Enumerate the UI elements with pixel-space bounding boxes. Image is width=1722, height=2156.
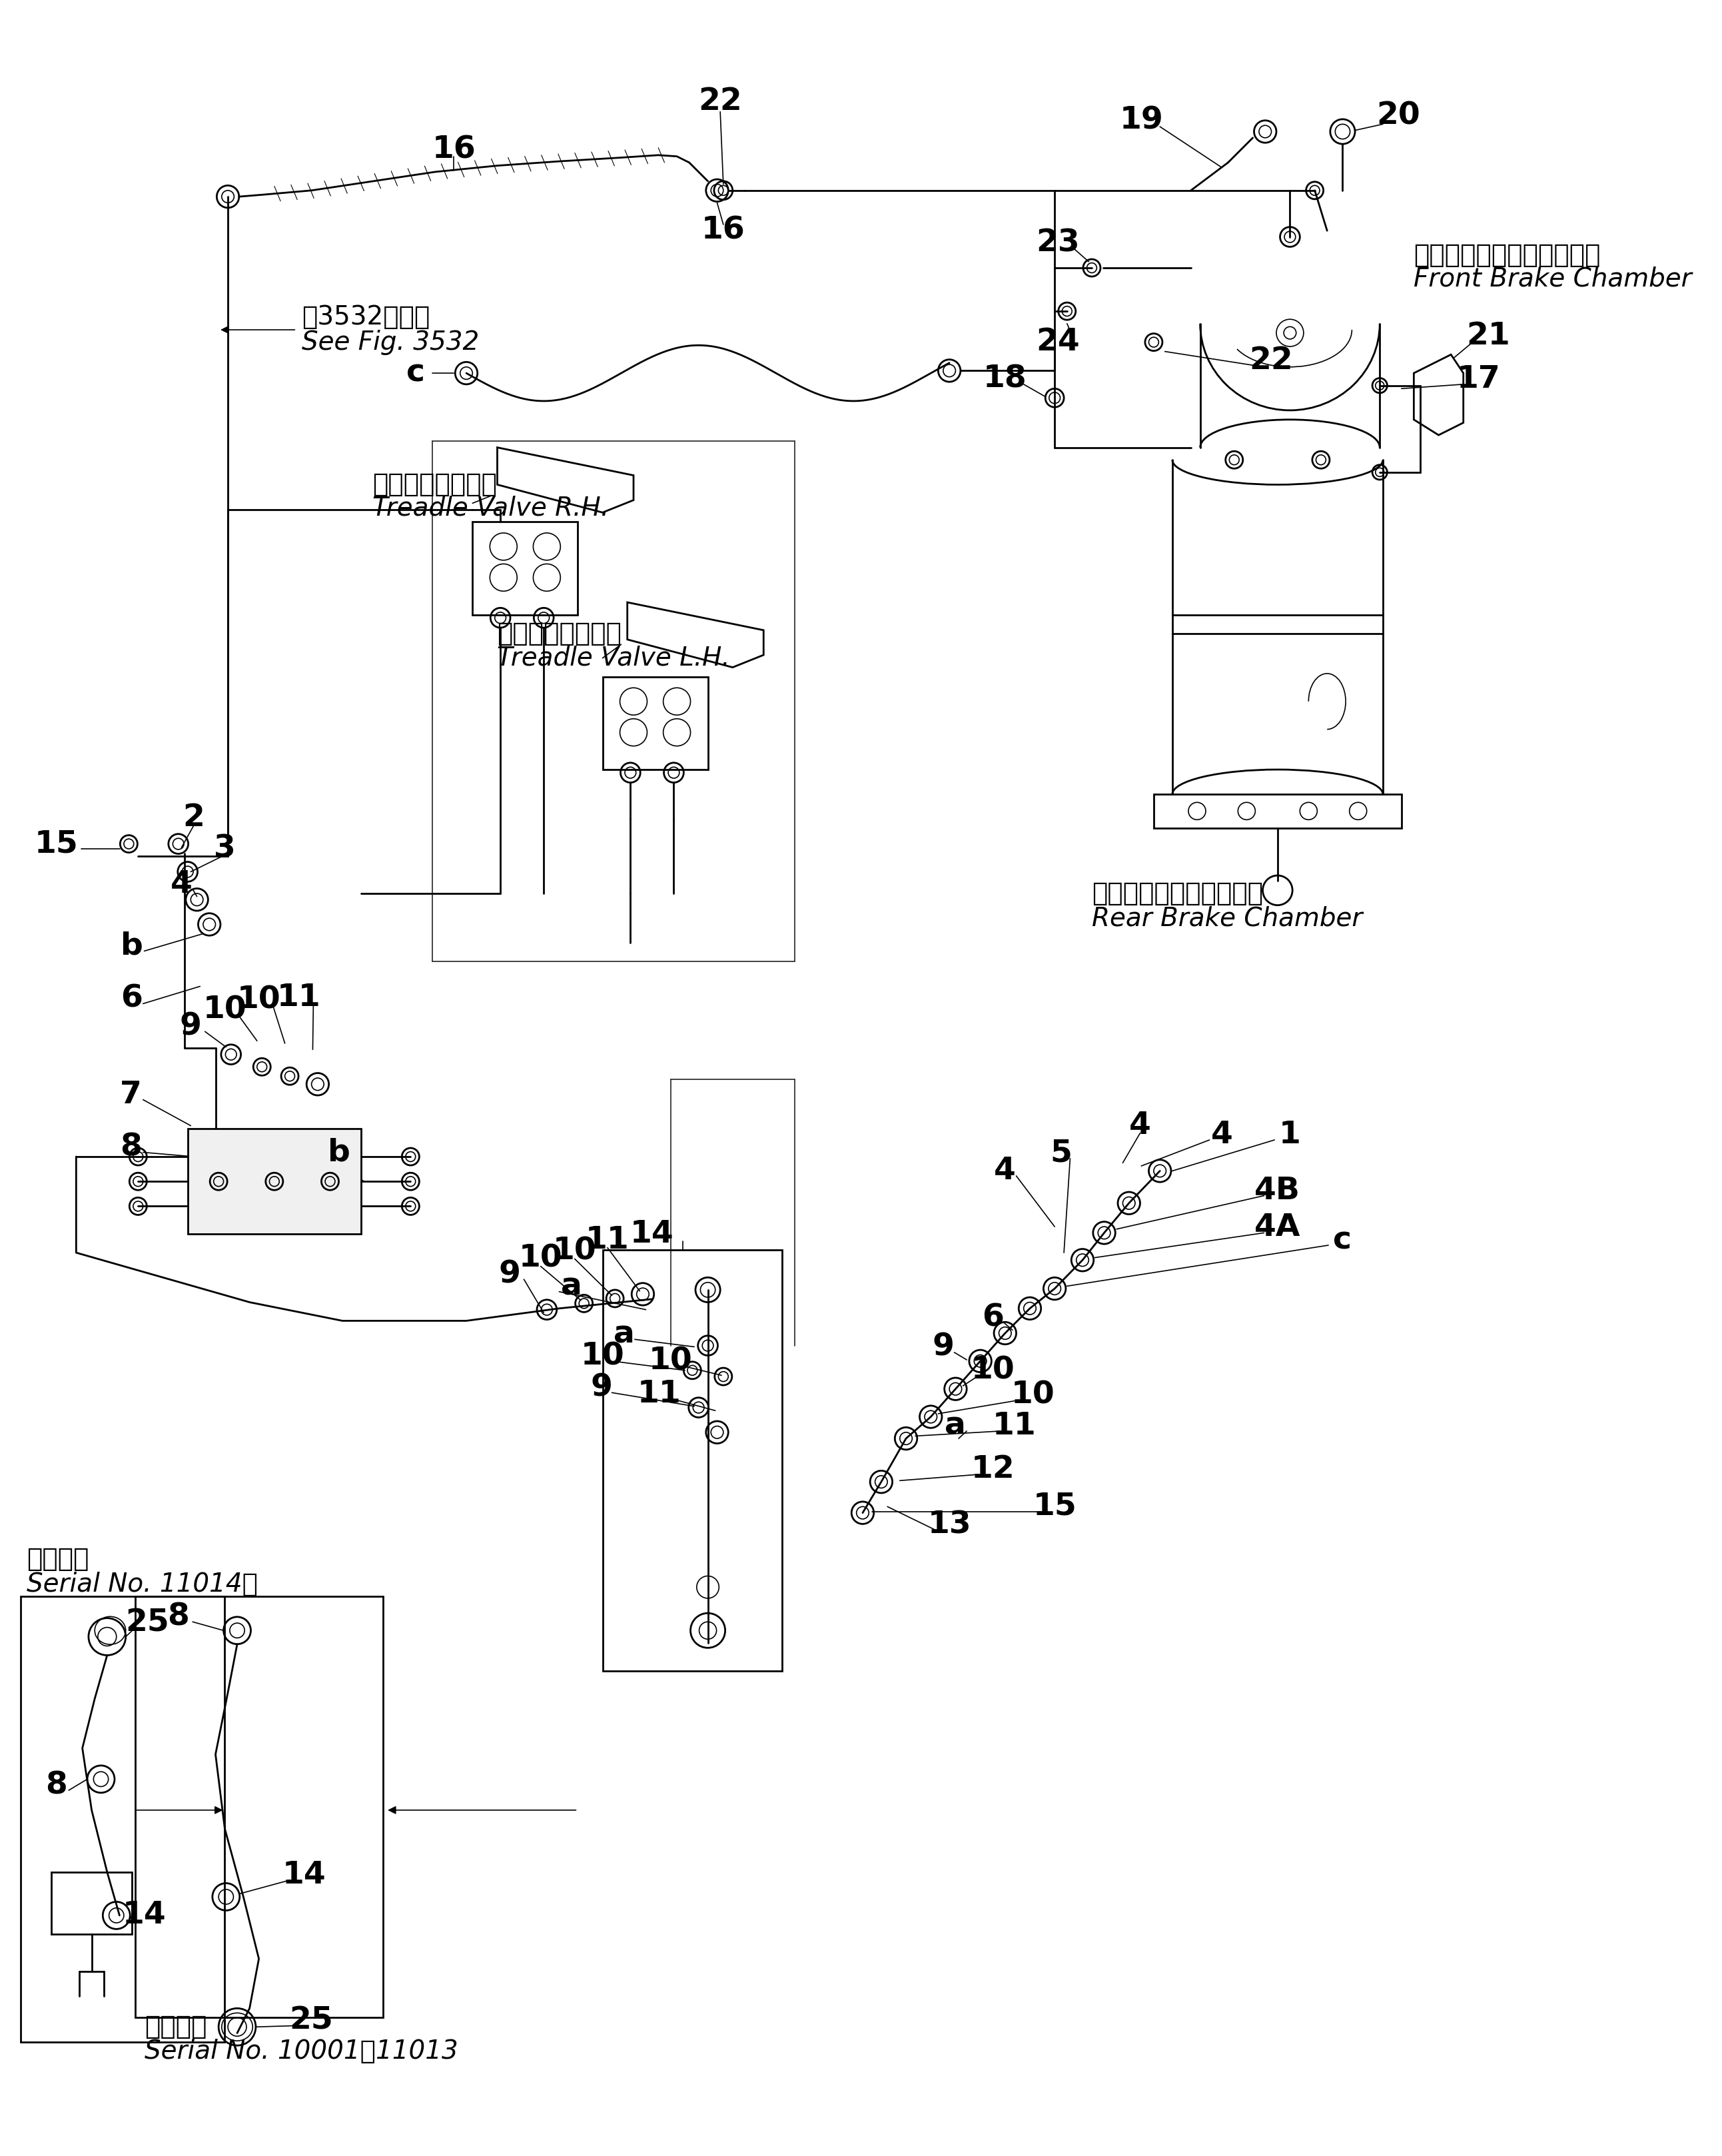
Text: 6: 6 [121, 983, 143, 1013]
Bar [52, 1871, 133, 1934]
Text: c: c [406, 358, 425, 388]
Text: 24: 24 [1037, 328, 1080, 358]
Text: 8: 8 [167, 1602, 189, 1632]
Text: 11: 11 [637, 1380, 682, 1408]
Text: 10: 10 [580, 1341, 625, 1371]
Text: 18: 18 [983, 364, 1026, 395]
Text: 11: 11 [585, 1225, 630, 1255]
Text: Serial No. 11014～: Serial No. 11014～ [26, 1572, 258, 1598]
Text: トレドルバルブ右: トレドルバルブ右 [372, 472, 496, 498]
Text: 9: 9 [179, 1011, 201, 1041]
Text: 10: 10 [553, 1235, 596, 1266]
Text: 1: 1 [1279, 1119, 1300, 1149]
Text: c: c [1333, 1225, 1352, 1255]
Text: 23: 23 [1037, 229, 1080, 259]
Text: b: b [329, 1138, 351, 1166]
Text: 15: 15 [1033, 1492, 1076, 1522]
Text: 15: 15 [34, 828, 77, 858]
Text: a: a [561, 1272, 582, 1302]
Polygon shape [188, 1130, 362, 1233]
Text: 13: 13 [928, 1509, 971, 1539]
Text: 4: 4 [170, 869, 193, 899]
Text: リヤーブレーキチャンバ: リヤーブレーキチャンバ [1092, 882, 1262, 906]
Bar [1154, 793, 1402, 828]
Text: 4B: 4B [1255, 1175, 1300, 1205]
Text: 9: 9 [591, 1373, 613, 1404]
Bar [21, 1595, 226, 2042]
Text: 14: 14 [122, 1899, 167, 1930]
Bar [603, 677, 708, 770]
Text: 14: 14 [282, 1861, 325, 1891]
Text: 11: 11 [277, 983, 320, 1013]
Text: 21: 21 [1465, 321, 1510, 351]
Text: See Fig. 3532: See Fig. 3532 [301, 330, 479, 356]
Bar [472, 522, 579, 614]
Text: 適用号機: 適用号機 [26, 1546, 90, 1572]
Text: b: b [121, 931, 143, 962]
Text: 6: 6 [982, 1302, 1004, 1332]
Text: a: a [613, 1319, 635, 1350]
Text: 4A: 4A [1254, 1214, 1300, 1242]
Text: 8: 8 [45, 1770, 67, 1800]
Text: Serial No. 10001～11013: Serial No. 10001～11013 [145, 2040, 458, 2063]
Text: 25: 25 [126, 1608, 169, 1639]
Text: 3: 3 [214, 834, 236, 865]
Text: Treadle Valve L.H.: Treadle Valve L.H. [498, 645, 730, 671]
Text: トレドルバルブ左: トレドルバルブ左 [498, 621, 622, 647]
Text: 14: 14 [630, 1218, 673, 1248]
Text: 適用号機: 適用号機 [145, 2014, 207, 2040]
Text: 20: 20 [1376, 101, 1421, 132]
Text: 4: 4 [1130, 1110, 1150, 1141]
Text: 10: 10 [971, 1356, 1014, 1386]
Text: 5: 5 [1050, 1138, 1071, 1169]
Text: Front Brake Chamber: Front Brake Chamber [1414, 267, 1693, 291]
Text: 25: 25 [289, 2005, 334, 2035]
Text: a: a [945, 1410, 966, 1440]
Text: 10: 10 [518, 1244, 563, 1274]
Bar [603, 1250, 782, 1671]
Text: 17: 17 [1457, 364, 1502, 395]
Text: 7: 7 [121, 1080, 141, 1110]
Text: 4: 4 [1211, 1119, 1233, 1149]
Text: 10: 10 [238, 985, 281, 1015]
Text: フロントブレーキチャンバ: フロントブレーキチャンバ [1414, 244, 1601, 267]
Text: 19: 19 [1119, 106, 1164, 136]
Text: 9: 9 [499, 1259, 520, 1289]
Text: Rear Brake Chamber: Rear Brake Chamber [1092, 906, 1362, 931]
Text: 16: 16 [432, 136, 475, 166]
Text: 10: 10 [1011, 1380, 1056, 1410]
Text: 9: 9 [932, 1332, 954, 1363]
Text: Treadle Valve R.H.: Treadle Valve R.H. [372, 496, 610, 522]
Text: 4: 4 [994, 1156, 1016, 1186]
Text: 第3532図参照: 第3532図参照 [301, 304, 430, 330]
Text: 12: 12 [971, 1455, 1014, 1485]
Text: 10: 10 [203, 994, 246, 1024]
Text: 16: 16 [701, 216, 746, 246]
Text: 2: 2 [183, 802, 205, 832]
Text: 10: 10 [649, 1345, 692, 1376]
Text: 8: 8 [121, 1132, 141, 1162]
Text: 22: 22 [1250, 345, 1293, 375]
Text: 11: 11 [992, 1410, 1037, 1440]
Text: 22: 22 [699, 86, 742, 116]
Bar [134, 1595, 382, 2018]
